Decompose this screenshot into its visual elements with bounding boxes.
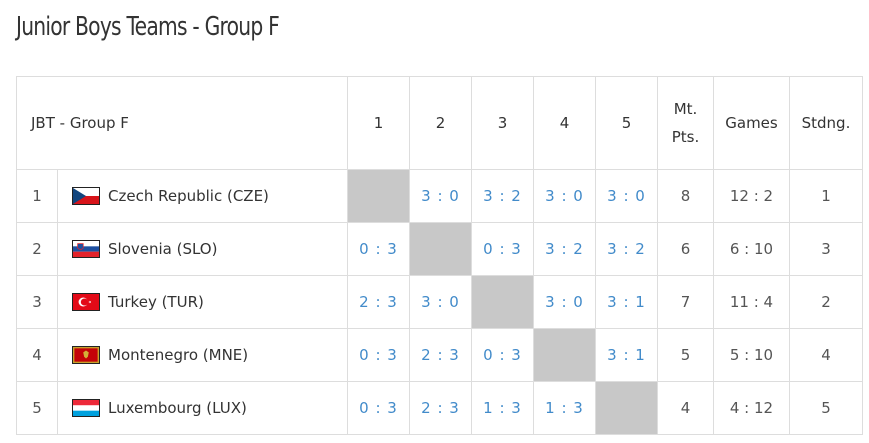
match-points-cell: 8 — [657, 169, 714, 223]
match-result-link[interactable]: 0 : 3 — [347, 328, 410, 382]
match-result-link[interactable]: 2 : 3 — [409, 328, 472, 382]
self-match-cell — [347, 169, 410, 223]
flag-czech-republic-icon — [72, 187, 100, 205]
match-result-link[interactable]: 3 : 0 — [409, 275, 472, 329]
match-result-link[interactable]: 0 : 3 — [347, 381, 410, 435]
match-result-link[interactable]: 1 : 3 — [471, 381, 534, 435]
team-name: Luxembourg (LUX) — [108, 399, 247, 417]
match-result-link[interactable]: 2 : 3 — [347, 275, 410, 329]
team-name: Slovenia (SLO) — [108, 240, 218, 258]
team-cell: 3 Turkey (TUR) — [16, 275, 348, 329]
col-header-2: 2 — [409, 76, 472, 170]
self-match-cell — [595, 381, 658, 435]
games-cell: 12 : 2 — [713, 169, 790, 223]
position-number: 2 — [32, 240, 42, 258]
match-result-link[interactable]: 0 : 3 — [347, 222, 410, 276]
games-cell: 5 : 10 — [713, 328, 790, 382]
games-header: Games — [713, 76, 790, 170]
mt-pts-header-line1: Mt. — [673, 100, 698, 118]
standing-cell: 2 — [789, 275, 863, 329]
match-result-link[interactable]: 3 : 1 — [595, 275, 658, 329]
team-cell: 1 Czech Republic (CZE) — [16, 169, 348, 223]
match-result-link[interactable]: 3 : 2 — [471, 169, 534, 223]
page-title: Junior Boys Teams - Group F — [16, 12, 280, 42]
match-result-link[interactable]: 0 : 3 — [471, 222, 534, 276]
table-header-row: JBT - Group F 1 2 3 4 5 Mt. Pts. Games S… — [16, 76, 863, 170]
standings-table: JBT - Group F 1 2 3 4 5 Mt. Pts. Games S… — [16, 76, 863, 435]
match-result-link[interactable]: 2 : 3 — [409, 381, 472, 435]
position-number: 4 — [32, 346, 42, 364]
mt-pts-header-line2: Pts. — [671, 128, 700, 146]
match-result-link[interactable]: 1 : 3 — [533, 381, 596, 435]
mt-pts-header: Mt. Pts. — [657, 76, 714, 170]
group-header: JBT - Group F — [16, 76, 348, 170]
flag-turkey-icon — [72, 293, 100, 311]
flag-luxembourg-icon — [72, 399, 100, 417]
match-result-link[interactable]: 3 : 2 — [595, 222, 658, 276]
flag-slovenia-icon — [72, 240, 100, 258]
match-result-link[interactable]: 3 : 0 — [533, 169, 596, 223]
match-result-link[interactable]: 0 : 3 — [471, 328, 534, 382]
standing-cell: 1 — [789, 169, 863, 223]
match-result-link[interactable]: 3 : 0 — [533, 275, 596, 329]
match-points-cell: 5 — [657, 328, 714, 382]
col-header-1: 1 — [347, 76, 410, 170]
team-name: Montenegro (MNE) — [108, 346, 249, 364]
position-number: 5 — [32, 399, 42, 417]
games-cell: 6 : 10 — [713, 222, 790, 276]
standing-cell: 3 — [789, 222, 863, 276]
position-number: 3 — [32, 293, 42, 311]
self-match-cell — [533, 328, 596, 382]
games-cell: 11 : 4 — [713, 275, 790, 329]
match-points-cell: 6 — [657, 222, 714, 276]
self-match-cell — [409, 222, 472, 276]
match-result-link[interactable]: 3 : 1 — [595, 328, 658, 382]
team-cell: 2 Slovenia (SLO) — [16, 222, 348, 276]
standing-cell: 4 — [789, 328, 863, 382]
standing-header: Stdng. — [789, 76, 863, 170]
col-header-3: 3 — [471, 76, 534, 170]
match-result-link[interactable]: 3 : 0 — [409, 169, 472, 223]
flag-montenegro-icon — [72, 346, 100, 364]
col-header-4: 4 — [533, 76, 596, 170]
match-points-cell: 7 — [657, 275, 714, 329]
match-result-link[interactable]: 3 : 0 — [595, 169, 658, 223]
standing-cell: 5 — [789, 381, 863, 435]
team-name: Czech Republic (CZE) — [108, 187, 269, 205]
self-match-cell — [471, 275, 534, 329]
match-points-cell: 4 — [657, 381, 714, 435]
match-result-link[interactable]: 3 : 2 — [533, 222, 596, 276]
team-cell: 4 Montenegro (MNE) — [16, 328, 348, 382]
position-number: 1 — [32, 187, 42, 205]
team-cell: 5 Luxembourg (LUX) — [16, 381, 348, 435]
games-cell: 4 : 12 — [713, 381, 790, 435]
team-name: Turkey (TUR) — [108, 293, 204, 311]
col-header-5: 5 — [595, 76, 658, 170]
